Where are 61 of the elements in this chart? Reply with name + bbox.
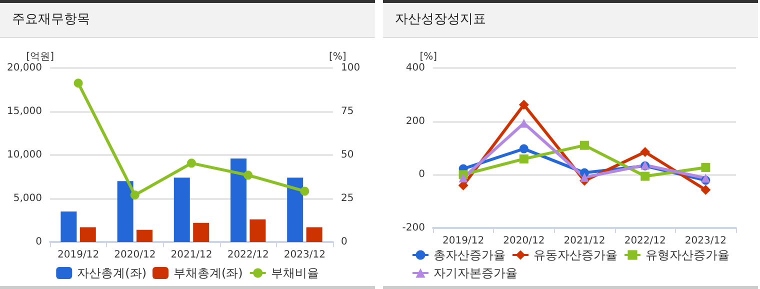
- x-tick-label: 2020/12: [114, 250, 156, 260]
- x-tick-label: 2019/12: [58, 250, 100, 260]
- legend-label: 부채비율: [270, 266, 319, 280]
- point: [519, 144, 528, 154]
- bar: [193, 222, 210, 242]
- point: [74, 78, 83, 88]
- chart-title: 주요재무항목: [0, 0, 375, 38]
- chart-title: 자산성장성지표: [383, 0, 758, 38]
- bar: [117, 181, 134, 242]
- point: [519, 154, 528, 164]
- x-tick-label: 2023/12: [284, 250, 326, 260]
- bar: [80, 227, 96, 242]
- y-tick-label: 0: [418, 169, 425, 180]
- x-tick-label: 2022/12: [624, 236, 666, 246]
- legend-label: 부채총계(좌): [174, 266, 243, 280]
- y-tick-label: -200: [402, 222, 425, 234]
- y2-tick-label: 25: [341, 193, 354, 204]
- point: [458, 173, 468, 182]
- legend-label: 자기자본증가율: [434, 266, 518, 280]
- point: [640, 147, 650, 157]
- point: [300, 186, 310, 196]
- y-axis-title: [억원]: [26, 52, 54, 62]
- x-tick-label: 2021/12: [170, 250, 212, 260]
- y2-tick-label: 0: [341, 236, 348, 248]
- y2-tick-label: 75: [341, 106, 354, 117]
- bar: [60, 212, 77, 242]
- bar: [136, 230, 152, 242]
- point: [700, 184, 711, 195]
- point: [244, 170, 253, 180]
- point: [580, 140, 589, 150]
- x-tick-label: 2022/12: [227, 250, 269, 260]
- legend-label: 유형자산증가율: [646, 248, 730, 262]
- legend-label: 자산총계(좌): [77, 266, 147, 280]
- x-tick-label: 2023/12: [684, 236, 726, 246]
- y2-tick-label: 50: [341, 150, 354, 160]
- bar: [287, 178, 304, 242]
- x-tick-label: 2019/12: [442, 236, 484, 246]
- bar: [306, 227, 322, 242]
- point: [187, 158, 196, 168]
- bar: [174, 178, 190, 242]
- bar: [250, 219, 266, 242]
- y2-tick-label: 100: [341, 62, 360, 74]
- x-tick-label: 2021/12: [564, 236, 606, 246]
- y2-axis-title: [%]: [329, 52, 346, 62]
- point: [701, 162, 710, 172]
- point: [580, 172, 589, 182]
- y-tick-label: 10,000: [7, 150, 42, 160]
- y-tick-label: 5,000: [13, 193, 42, 204]
- y-tick-label: 15,000: [7, 106, 42, 117]
- y-tick-label: 0: [36, 236, 42, 248]
- x-tick-label: 2020/12: [503, 236, 545, 246]
- y-tick-label: 400: [406, 62, 425, 74]
- y-tick-label: 20,000: [7, 62, 42, 74]
- legend-label: 총자산증가율: [434, 248, 506, 262]
- point: [518, 100, 529, 110]
- y-axis-title: [%]: [420, 52, 438, 62]
- legend-label: 유동자산증가율: [534, 248, 618, 262]
- y-tick-label: 200: [406, 116, 425, 127]
- point: [640, 172, 650, 181]
- point: [130, 190, 140, 200]
- bar: [230, 158, 246, 242]
